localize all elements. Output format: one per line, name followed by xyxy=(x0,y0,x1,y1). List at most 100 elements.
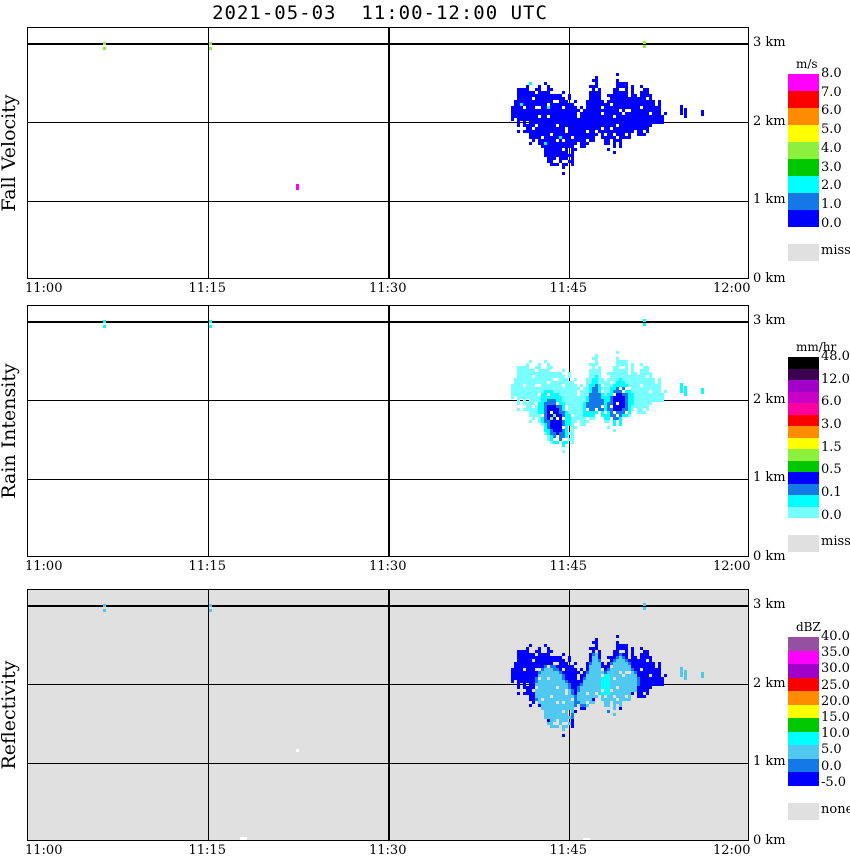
data-cell-fall-velocity xyxy=(562,100,565,103)
data-cell-rain-intensity xyxy=(604,414,607,417)
data-cell-rain-intensity xyxy=(571,429,574,432)
data-cell-rain-intensity xyxy=(619,363,622,366)
data-cell-rain-intensity xyxy=(595,372,598,375)
data-cell-reflectivity xyxy=(532,677,535,680)
data-cell-fall-velocity xyxy=(544,91,547,94)
data-cell-reflectivity xyxy=(646,692,649,695)
data-cell-fall-velocity xyxy=(631,85,634,88)
data-cell-reflectivity xyxy=(511,674,514,677)
page-title: 2021-05-03 11:00-12:00 UTC xyxy=(212,2,548,24)
data-cell-fall-velocity xyxy=(613,97,616,100)
data-cell-rain-intensity xyxy=(529,399,532,402)
data-cell-reflectivity xyxy=(583,674,586,677)
data-cell-rain-intensity xyxy=(607,417,610,420)
data-cell-rain-intensity xyxy=(568,405,571,408)
data-cell-reflectivity xyxy=(571,683,574,686)
data-cell-fall-velocity xyxy=(538,142,541,145)
data-cell-reflectivity xyxy=(544,662,547,665)
data-cell-rain-intensity xyxy=(643,375,646,378)
colorbar-rain-intensity-tick-0m5: 0.5 xyxy=(821,462,842,478)
data-cell-fall-velocity xyxy=(526,100,529,103)
data-cell-fall-velocity xyxy=(661,121,664,124)
data-cell-reflectivity xyxy=(523,656,526,659)
data-cell-reflectivity xyxy=(544,680,547,683)
data-cell-reflectivity xyxy=(619,695,622,698)
data-cell-reflectivity-hole xyxy=(583,838,587,840)
data-cell-fall-velocity xyxy=(550,130,553,133)
data-cell-reflectivity xyxy=(640,686,643,689)
data-cell-reflectivity xyxy=(619,647,622,650)
data-cell-reflectivity xyxy=(628,692,631,695)
data-cell-rain-intensity xyxy=(631,408,634,411)
data-cell-rain-intensity xyxy=(559,396,562,399)
data-cell-fall-velocity xyxy=(556,136,559,139)
data-cell-reflectivity xyxy=(589,683,592,686)
data-cell-reflectivity xyxy=(556,707,559,710)
data-cell-reflectivity xyxy=(538,692,541,695)
data-cell-fall-velocity xyxy=(553,133,556,136)
data-cell-rain-intensity xyxy=(625,375,628,378)
data-cell-reflectivity xyxy=(583,701,586,704)
data-cell-fall-velocity xyxy=(652,109,655,112)
data-cell-fall-velocity xyxy=(640,100,643,103)
data-cell-rain-intensity xyxy=(511,390,514,393)
data-cell-reflectivity xyxy=(562,653,565,656)
data-cell-reflectivity xyxy=(559,668,562,671)
gridline-horizontal-1km xyxy=(28,478,748,480)
data-cell-reflectivity xyxy=(684,670,687,680)
data-cell-rain-intensity xyxy=(598,372,601,375)
data-cell-reflectivity xyxy=(658,665,661,668)
x-tick-label-p1-1130: 11:30 xyxy=(369,281,407,296)
data-cell-reflectivity xyxy=(646,686,649,689)
data-cell-fall-velocity xyxy=(658,118,661,121)
data-cell-reflectivity xyxy=(541,671,544,674)
data-cell-rain-intensity xyxy=(592,393,595,396)
data-cell-reflectivity xyxy=(607,674,610,677)
data-cell-rain-intensity xyxy=(595,369,598,372)
colorbar-reflectivity-tick-30m0: 30.0 xyxy=(821,661,850,677)
data-cell-fall-velocity xyxy=(580,142,583,145)
data-cell-fall-velocity xyxy=(571,118,574,121)
data-cell-reflectivity xyxy=(550,725,553,728)
data-cell-fall-velocity xyxy=(622,127,625,130)
data-cell-fall-velocity xyxy=(619,121,622,124)
data-cell-fall-velocity xyxy=(571,139,574,142)
data-cell-fall-velocity xyxy=(559,106,562,109)
data-cell-rain-intensity xyxy=(607,408,610,411)
data-cell-reflectivity xyxy=(559,719,562,722)
data-cell-fall-velocity xyxy=(628,124,631,127)
data-cell-reflectivity xyxy=(613,704,616,707)
data-cell-rain-intensity xyxy=(520,378,523,381)
data-cell-rain-intensity xyxy=(580,402,583,405)
data-cell-rain-intensity xyxy=(547,405,550,408)
data-cell-rain-intensity xyxy=(610,393,613,396)
data-cell-reflectivity xyxy=(574,701,577,704)
data-cell-fall-velocity xyxy=(577,118,580,121)
data-cell-fall-velocity xyxy=(598,88,601,91)
data-cell-fall-velocity xyxy=(592,115,595,118)
data-cell-rain-intensity xyxy=(517,393,520,396)
data-cell-fall-velocity xyxy=(532,130,535,133)
data-cell-reflectivity xyxy=(637,677,640,680)
data-cell-rain-intensity-speck xyxy=(643,319,646,322)
data-cell-reflectivity xyxy=(556,677,559,680)
data-cell-rain-intensity xyxy=(544,378,547,381)
data-cell-rain-intensity xyxy=(535,399,538,402)
data-cell-reflectivity xyxy=(574,683,577,686)
data-cell-rain-intensity xyxy=(544,408,547,411)
data-cell-rain-intensity xyxy=(646,399,649,402)
data-cell-reflectivity xyxy=(565,695,568,698)
data-cell-rain-intensity xyxy=(622,363,625,366)
data-cell-rain-intensity xyxy=(538,405,541,408)
data-cell-fall-velocity xyxy=(520,91,523,94)
data-cell-reflectivity xyxy=(643,659,646,662)
data-cell-rain-intensity xyxy=(655,399,658,402)
data-cell-reflectivity xyxy=(595,680,598,683)
data-cell-rain-intensity xyxy=(565,393,568,396)
data-cell-rain-intensity xyxy=(577,417,580,420)
data-cell-fall-velocity xyxy=(538,94,541,97)
data-cell-reflectivity xyxy=(553,725,556,728)
colorbar-reflectivity-unit-label: dBZ xyxy=(796,620,821,634)
data-cell-reflectivity xyxy=(526,677,529,680)
data-cell-reflectivity xyxy=(625,677,628,680)
